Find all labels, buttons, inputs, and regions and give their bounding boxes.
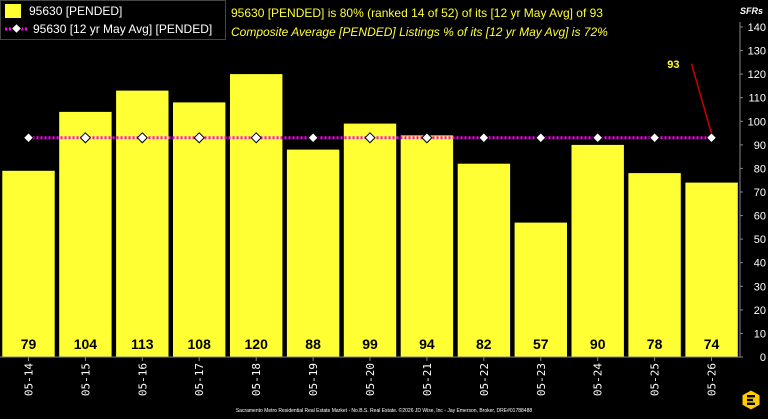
avg-callout-leader bbox=[690, 63, 713, 134]
legend-bar-swatch bbox=[5, 4, 21, 18]
y-tick-label-10: 10 bbox=[754, 328, 766, 340]
bar-05-26 bbox=[685, 182, 738, 357]
bar-05-21 bbox=[400, 135, 454, 357]
y-tick-label-140: 140 bbox=[748, 22, 766, 34]
avg-marker-05-21 bbox=[421, 132, 433, 144]
legend-avg-swatch bbox=[5, 22, 29, 35]
avg-marker-05-17 bbox=[193, 132, 205, 144]
x-tick-label-05-20: 05-20 bbox=[364, 363, 377, 396]
legend: 95630 [PENDED] 95630 [12 yr May Avg] [PE… bbox=[0, 0, 226, 40]
y-tick-label-40: 40 bbox=[754, 258, 766, 270]
x-tick-label-05-18: 05-18 bbox=[250, 363, 263, 396]
x-tick-label-05-23: 05-23 bbox=[535, 363, 548, 396]
avg-marker-05-18 bbox=[250, 132, 262, 144]
y-tick-label-60: 60 bbox=[754, 211, 766, 223]
avg-marker-05-16 bbox=[136, 132, 148, 144]
x-tick-label-05-25: 05-25 bbox=[649, 363, 662, 396]
y-tick-label-30: 30 bbox=[754, 281, 766, 293]
y-tick-label-20: 20 bbox=[754, 305, 766, 317]
bars-group: 79 104 113 108 120 88 99 94 82 57 90 78 74 bbox=[2, 74, 738, 358]
legend-avg-label: 95630 [12 yr May Avg] [PENDED] bbox=[33, 22, 213, 36]
bar-05-19 bbox=[286, 149, 340, 357]
bar-05-24 bbox=[571, 144, 624, 357]
footer-credit: Sacramento Metro Residential Real Estate… bbox=[235, 408, 533, 414]
y-tick-label-100: 100 bbox=[748, 116, 766, 128]
y-tick-label-80: 80 bbox=[754, 163, 766, 175]
avg-marker-05-20 bbox=[364, 132, 376, 144]
bar-05-25 bbox=[628, 173, 681, 357]
bar-05-17 bbox=[173, 102, 226, 358]
bar-value-label-05-18: 120 bbox=[245, 336, 269, 352]
bar-05-20 bbox=[343, 123, 397, 357]
avg-callout-group: 93 bbox=[667, 59, 713, 134]
bar-05-15 bbox=[59, 111, 112, 358]
headline-rank: 95630 [PENDED] is 80% (ranked 14 of 52) … bbox=[231, 6, 603, 20]
avg-marker-05-25 bbox=[648, 132, 661, 144]
x-tick-label-05-17: 05-17 bbox=[193, 363, 206, 396]
bar-value-label-05-19: 88 bbox=[305, 336, 321, 352]
bar-value-label-05-20: 99 bbox=[362, 336, 378, 352]
bar-value-label-05-25: 78 bbox=[647, 336, 663, 352]
y-axis-unit: SFRs bbox=[740, 6, 764, 16]
y-tick-label-50: 50 bbox=[754, 234, 766, 246]
y-tick-label-110: 110 bbox=[748, 93, 766, 105]
bar-value-label-05-24: 90 bbox=[590, 336, 606, 352]
x-tick-label-05-24: 05-24 bbox=[592, 363, 605, 396]
y-axis: 0 10 20 30 40 50 60 70 80 90 100 110 120 130 140 bbox=[739, 22, 766, 364]
avg-marker-05-23 bbox=[535, 132, 547, 144]
x-tick-label-05-15: 05-15 bbox=[79, 363, 92, 396]
y-tick-label-90: 90 bbox=[754, 140, 766, 152]
bar-value-label-05-22: 82 bbox=[476, 336, 492, 352]
x-axis: 05-14 05-15 05-16 05-17 05-18 05-19 05-20 05-21… bbox=[0, 356, 740, 396]
bar-05-23 bbox=[514, 222, 567, 357]
x-tick-label-05-26: 05-26 bbox=[706, 363, 719, 396]
x-tick-label-05-16: 05-16 bbox=[136, 363, 149, 396]
avg-callout-label: 93 bbox=[667, 59, 679, 71]
bar-value-label-05-26: 74 bbox=[704, 336, 720, 352]
brand-logo-icon bbox=[741, 389, 761, 411]
y-tick-label-70: 70 bbox=[754, 187, 766, 199]
bar-05-22 bbox=[457, 163, 511, 357]
bar-05-18 bbox=[230, 74, 283, 357]
legend-item-avg: 95630 [12 yr May Avg] [PENDED] bbox=[5, 20, 212, 38]
avg-line-group bbox=[22, 132, 718, 144]
legend-bars-label: 95630 [PENDED] bbox=[29, 4, 123, 18]
bar-value-label-05-14: 79 bbox=[21, 336, 37, 352]
bar-value-label-05-21: 94 bbox=[419, 336, 435, 352]
avg-marker-05-26 bbox=[705, 132, 718, 144]
bar-value-label-05-23: 57 bbox=[533, 336, 549, 352]
bar-value-label-05-15: 104 bbox=[74, 336, 98, 352]
x-tick-label-05-22: 05-22 bbox=[478, 363, 491, 396]
y-tick-label-130: 130 bbox=[748, 46, 766, 58]
bar-value-label-05-16: 113 bbox=[131, 336, 154, 352]
avg-marker-05-14 bbox=[22, 132, 35, 144]
bar-value-label-05-17: 108 bbox=[188, 336, 212, 352]
x-tick-label-05-19: 05-19 bbox=[307, 363, 320, 396]
avg-marker-05-15 bbox=[79, 132, 92, 144]
y-tick-label-0: 0 bbox=[760, 352, 766, 364]
avg-marker-05-22 bbox=[478, 132, 490, 144]
avg-marker-05-19 bbox=[307, 132, 319, 144]
headline-composite: Composite Average [PENDED] Listings % of… bbox=[231, 25, 608, 39]
x-tick-label-05-21: 05-21 bbox=[421, 363, 434, 396]
x-tick-label-05-14: 05-14 bbox=[23, 363, 36, 396]
bar-05-16 bbox=[116, 90, 169, 357]
y-tick-label-120: 120 bbox=[748, 69, 766, 81]
bar-05-14 bbox=[2, 170, 55, 357]
avg-marker-05-24 bbox=[592, 132, 604, 144]
legend-item-bars: 95630 [PENDED] bbox=[5, 2, 122, 20]
